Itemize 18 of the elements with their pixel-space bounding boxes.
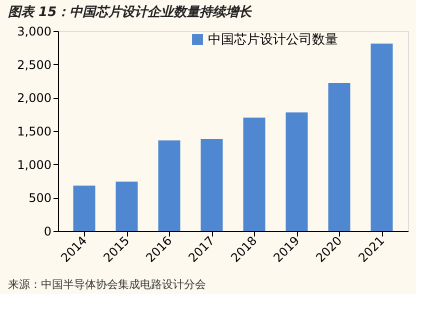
y-tick-label: 3,000	[17, 24, 52, 38]
bar	[158, 140, 180, 231]
y-tick-label: 2,000	[17, 91, 52, 106]
bar	[200, 139, 223, 231]
bar	[286, 112, 308, 231]
bar	[370, 44, 393, 231]
bar	[116, 182, 138, 231]
source-note: 来源：中国半导体协会集成电路设计分会	[8, 278, 206, 291]
y-tick-label: 0	[44, 224, 52, 238]
chart-title: 图表 15：中国芯片设计企业数量持续增长	[8, 5, 253, 20]
bar	[73, 186, 96, 231]
y-tick-label: 500	[28, 191, 52, 206]
bar	[328, 83, 350, 231]
y-tick-label: 2,500	[17, 58, 52, 72]
bar	[243, 118, 266, 231]
y-tick-label: 1,000	[17, 158, 52, 172]
y-tick-label: 1,500	[17, 124, 52, 138]
legend-label: 中国芯片设计公司数量	[208, 32, 338, 48]
